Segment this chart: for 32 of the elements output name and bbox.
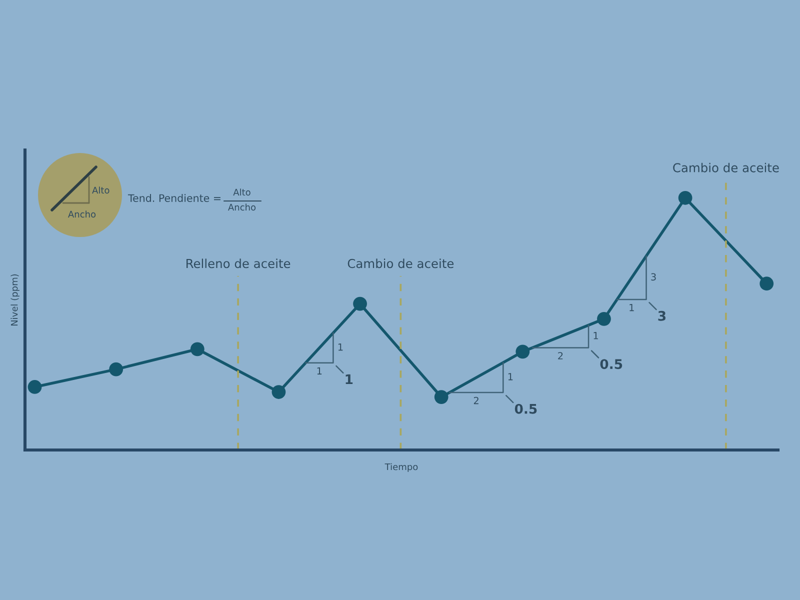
point [760,276,774,291]
annotation: 3 [658,310,666,321]
y-axis-title: Nivel (ppm) [10,274,20,326]
point [516,344,530,359]
text: Alto [92,186,110,194]
point [353,296,367,311]
annotation: 2 [474,396,478,404]
annotation: 1 [338,343,343,351]
point [678,190,692,205]
annotation: 3 [651,273,656,281]
annotation: 1 [508,373,513,380]
annotation: Ancho [228,204,256,211]
text: Cambio de aceite [673,162,779,172]
point [109,362,124,376]
point [28,380,42,394]
point [272,385,286,399]
annotation: Tend. Pendiente = [128,194,220,202]
text: Alto [233,188,250,196]
point [597,312,611,326]
annotation: Ancho [68,210,96,218]
annotation: Relleno de aceite [186,258,290,268]
annotation: 1 [630,304,634,312]
annotation: 1 [594,332,598,340]
annotation: 0.5 [600,359,622,370]
annotation: 1 [317,367,322,374]
annotation: 1 [346,374,353,384]
annotation: 0.5 [514,404,537,414]
annotation: 2 [558,352,563,360]
point [434,390,448,404]
x-axis-title: Tiempo [384,463,418,472]
point [190,342,204,356]
annotation: Cambio de aceite [348,258,454,268]
